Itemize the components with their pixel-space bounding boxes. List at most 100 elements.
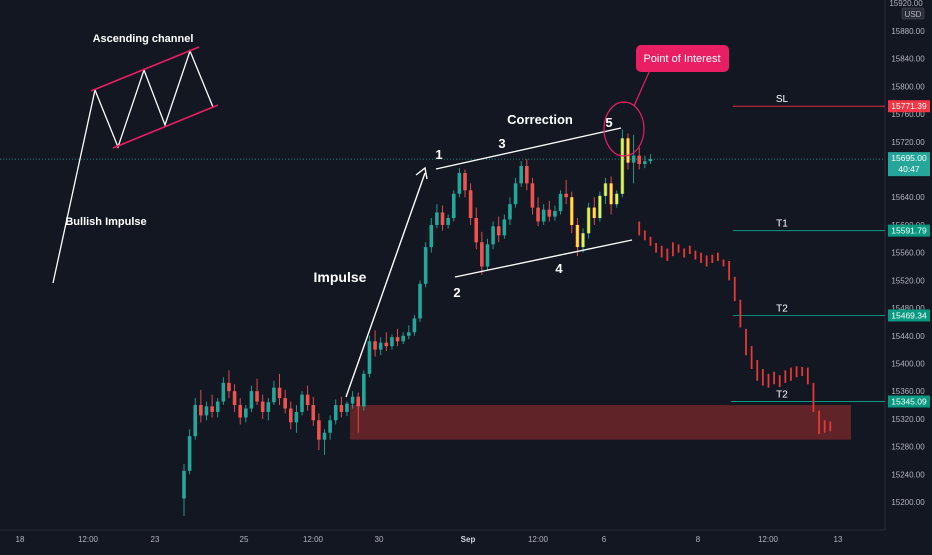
y-tick-label: 15760.00 bbox=[891, 110, 925, 119]
candle-body bbox=[367, 341, 372, 374]
candle-body bbox=[227, 382, 231, 392]
candle-body bbox=[513, 183, 518, 205]
correction-label: Correction bbox=[507, 112, 573, 127]
candle-body bbox=[255, 391, 259, 402]
projection-bar bbox=[717, 252, 719, 261]
impulse-arrow: Impulse bbox=[314, 166, 428, 398]
candle-body bbox=[182, 470, 186, 499]
price-axis[interactable]: 15920.00 USD bbox=[884, 0, 925, 530]
candle-body bbox=[525, 166, 529, 184]
candle-body bbox=[305, 394, 310, 406]
projection-bar bbox=[733, 276, 736, 302]
candle-body bbox=[215, 401, 220, 412]
poi-connector bbox=[633, 69, 651, 107]
highlight-candle bbox=[598, 195, 602, 219]
y-tick-label: 15400.00 bbox=[891, 359, 925, 368]
y-tick-label: 15360.00 bbox=[891, 387, 925, 396]
channel-upper-line bbox=[90, 46, 200, 92]
candle-body bbox=[429, 224, 434, 248]
projection-bar bbox=[806, 367, 809, 385]
candle-body bbox=[333, 405, 338, 421]
y-tick-label: 15280.00 bbox=[891, 443, 925, 452]
candle-body bbox=[339, 405, 344, 412]
x-tick-label: 23 bbox=[151, 535, 160, 544]
correction-upper-line bbox=[435, 127, 622, 170]
projection-bar bbox=[666, 248, 669, 261]
candle-body bbox=[451, 193, 456, 219]
candle-body bbox=[457, 172, 462, 194]
bullish-impulse-label: Bullish Impulse bbox=[65, 216, 146, 228]
candle-body bbox=[496, 226, 501, 236]
level-price-tag-sl bbox=[888, 100, 930, 113]
y-tick-label: 15640.00 bbox=[891, 193, 925, 202]
projection-bar bbox=[655, 242, 657, 253]
highlight-candle bbox=[626, 138, 630, 163]
current-price-tag-box bbox=[888, 152, 930, 177]
y-tick-label: 15480.00 bbox=[891, 304, 925, 313]
y-tick-label: 15560.00 bbox=[891, 249, 925, 258]
candle-body bbox=[390, 337, 394, 347]
demand-zone[interactable] bbox=[350, 405, 851, 440]
x-tick-label: 12:00 bbox=[78, 535, 99, 544]
candle-body bbox=[463, 172, 467, 191]
candle-body bbox=[440, 212, 445, 225]
projection-bar bbox=[761, 369, 764, 386]
ascending-channel-label: Ascending channel bbox=[93, 33, 194, 45]
highlight-candle bbox=[621, 138, 624, 194]
candle-body bbox=[564, 193, 568, 198]
x-tick-label: Sep bbox=[461, 535, 476, 544]
level-price-t1: 15591.79 bbox=[891, 226, 927, 236]
x-tick-label: 6 bbox=[602, 535, 607, 544]
highlight-candle bbox=[576, 224, 579, 248]
candle-body bbox=[485, 244, 490, 267]
projection-bar bbox=[711, 254, 714, 264]
candle-body bbox=[395, 337, 400, 342]
candle-body bbox=[412, 318, 417, 333]
candle-body bbox=[345, 403, 349, 412]
projection-bar bbox=[790, 367, 792, 381]
poi-circle bbox=[603, 101, 645, 157]
candle-body bbox=[300, 394, 304, 412]
candle-body bbox=[294, 411, 299, 423]
projection-bar bbox=[649, 236, 652, 246]
candle-body bbox=[199, 405, 203, 416]
current-price-countdown: 40:47 bbox=[898, 164, 920, 174]
level-name-t1: T1 bbox=[776, 219, 788, 230]
x-tick-label: 18 bbox=[16, 535, 25, 544]
projection-bar bbox=[778, 375, 781, 388]
point-of-interest[interactable]: Point of Interest bbox=[603, 45, 729, 157]
candle-body bbox=[350, 396, 355, 404]
wave-label-2: 2 bbox=[453, 285, 460, 300]
candle-body bbox=[373, 341, 377, 350]
highlight-candle bbox=[609, 183, 613, 205]
projection-bar bbox=[750, 346, 753, 370]
x-tick-label: 8 bbox=[696, 535, 701, 544]
current-price-tag[interactable]: 15695.00 40:47 bbox=[888, 152, 930, 177]
poi-callout[interactable] bbox=[636, 45, 729, 72]
candle-body bbox=[643, 161, 647, 164]
candle-body bbox=[446, 218, 450, 225]
current-price-value: 15695.00 bbox=[891, 153, 927, 163]
bullish-impulse-line bbox=[52, 89, 96, 284]
highlight-candle bbox=[593, 207, 596, 219]
candle-body bbox=[322, 432, 327, 440]
ascending-channel-illustration: Ascending channel Bullish Impulse bbox=[52, 33, 219, 284]
candle-body bbox=[508, 204, 512, 220]
y-tick-label: 15200.00 bbox=[891, 498, 925, 507]
candle-body bbox=[530, 183, 535, 208]
projection-bar bbox=[677, 244, 680, 253]
projection-bar bbox=[773, 371, 775, 385]
candle-body bbox=[311, 405, 316, 421]
y-tick-label: 15240.00 bbox=[891, 470, 925, 479]
candle-body bbox=[204, 406, 209, 416]
level-price-sl: 15771.39 bbox=[891, 101, 927, 111]
currency-box[interactable] bbox=[901, 7, 925, 20]
target-levels[interactable]: SL 15771.39 T1 15591.79 T2 15469.34 T2 15345.09 bbox=[731, 94, 930, 408]
candle-body bbox=[468, 190, 473, 219]
currency-label: USD bbox=[905, 10, 922, 19]
candle-body bbox=[193, 405, 198, 437]
highlighted-candles bbox=[570, 138, 630, 248]
time-axis[interactable]: 18 12:00 23 25 12:00 30 Sep 12:00 6 8 12… bbox=[0, 529, 885, 544]
